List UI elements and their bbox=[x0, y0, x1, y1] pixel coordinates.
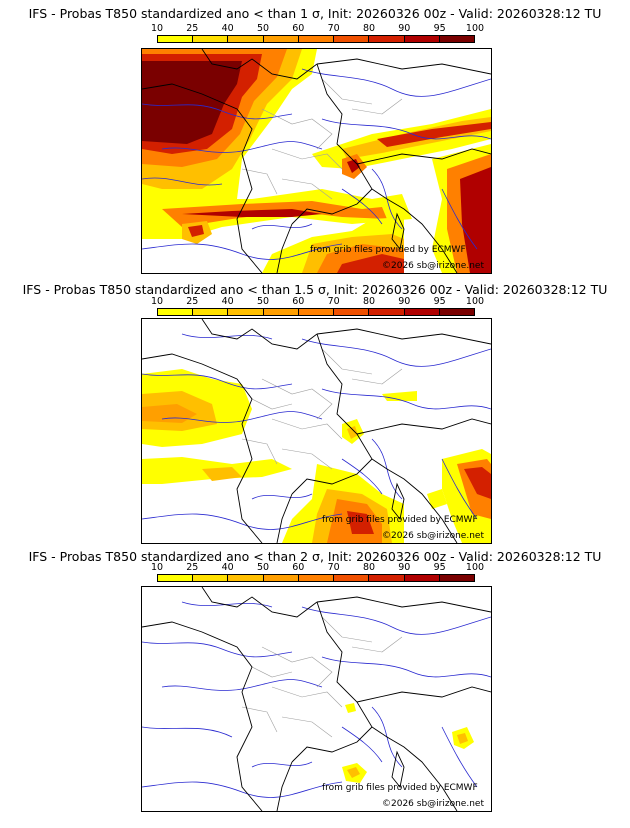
coastlines-and-borders bbox=[142, 49, 491, 273]
legend-tick: 40 bbox=[221, 562, 234, 573]
region-borders bbox=[241, 78, 403, 200]
panel-3: IFS - Probas T850 standardized ano < tha… bbox=[0, 546, 630, 828]
map-canvas bbox=[142, 49, 491, 273]
color-legend: 10 25 40 50 60 70 80 90 95 100 bbox=[151, 23, 484, 47]
copyright-credit: ©2026 sb@irizone.net bbox=[382, 531, 484, 541]
legend-swatch bbox=[439, 36, 474, 42]
probability-field bbox=[342, 703, 474, 783]
legend-tick: 60 bbox=[292, 23, 305, 34]
legend-tick: 95 bbox=[433, 23, 446, 34]
legend-tick: 80 bbox=[362, 296, 376, 307]
legend-tick: 100 bbox=[465, 23, 485, 34]
legend-tick: 90 bbox=[398, 23, 411, 34]
legend-swatch bbox=[228, 575, 264, 581]
legend-tick: 40 bbox=[221, 23, 234, 34]
panel-title: IFS - Probas T850 standardized ano < tha… bbox=[28, 549, 602, 564]
legend-tick: 25 bbox=[186, 296, 199, 307]
legend-swatch bbox=[158, 575, 194, 581]
probability-map: from grib files provided by ECMWF ©2026 … bbox=[141, 48, 492, 274]
panel-2: IFS - Probas T850 standardized ano < tha… bbox=[0, 276, 630, 546]
legend-swatch bbox=[193, 309, 229, 315]
legend-tick: 95 bbox=[433, 296, 446, 307]
legend-tick: 10 bbox=[150, 562, 164, 573]
legend-swatch bbox=[263, 36, 299, 42]
legend-swatch bbox=[298, 36, 335, 42]
legend-swatch bbox=[334, 309, 370, 315]
legend-swatch bbox=[334, 36, 370, 42]
legend-swatch bbox=[369, 36, 405, 42]
legend-swatch bbox=[439, 575, 474, 581]
region-borders bbox=[241, 348, 403, 470]
legend-tick: 50 bbox=[256, 23, 270, 34]
copyright-credit: ©2026 sb@irizone.net bbox=[382, 799, 484, 809]
legend-swatch bbox=[193, 36, 229, 42]
color-legend: 10 25 40 50 60 70 80 90 95 100 bbox=[151, 296, 484, 320]
rivers bbox=[142, 601, 491, 798]
probability-map: from grib files provided by ECMWF ©2026 … bbox=[141, 586, 492, 812]
legend-tick: 25 bbox=[186, 562, 199, 573]
region-borders bbox=[241, 616, 403, 738]
legend-swatch bbox=[298, 309, 335, 315]
panel-title: IFS - Probas T850 standardized ano < tha… bbox=[28, 6, 602, 21]
legend-swatch bbox=[158, 309, 194, 315]
color-legend: 10 25 40 50 60 70 80 90 95 100 bbox=[151, 562, 484, 586]
legend-swatch bbox=[298, 575, 335, 581]
legend-tick: 60 bbox=[292, 562, 305, 573]
coastlines-and-borders bbox=[142, 319, 491, 543]
data-source-credit: from grib files provided by ECMWF bbox=[322, 515, 478, 525]
legend-swatch bbox=[404, 575, 440, 581]
legend-tick: 80 bbox=[362, 23, 376, 34]
legend-swatch bbox=[263, 575, 299, 581]
legend-tick: 50 bbox=[256, 562, 270, 573]
panel-title: IFS - Probas T850 standardized ano < tha… bbox=[22, 282, 608, 297]
legend-tick: 25 bbox=[186, 23, 199, 34]
legend-tick: 100 bbox=[465, 562, 485, 573]
legend-tick: 70 bbox=[327, 23, 340, 34]
probability-field bbox=[142, 49, 491, 273]
legend-tick: 40 bbox=[221, 296, 234, 307]
legend-swatch bbox=[369, 309, 405, 315]
panel-1: IFS - Probas T850 standardized ano < tha… bbox=[0, 0, 630, 276]
legend-tick: 90 bbox=[398, 296, 411, 307]
legend-tick: 80 bbox=[362, 562, 376, 573]
data-source-credit: from grib files provided by ECMWF bbox=[322, 783, 478, 793]
legend-swatch bbox=[158, 36, 194, 42]
legend-tick: 100 bbox=[465, 296, 485, 307]
legend-swatch bbox=[263, 309, 299, 315]
legend-color-bar bbox=[157, 35, 475, 43]
legend-color-bar bbox=[157, 574, 475, 582]
legend-tick: 10 bbox=[150, 296, 164, 307]
legend-tick: 70 bbox=[327, 562, 340, 573]
legend-swatch bbox=[439, 309, 474, 315]
legend-color-bar bbox=[157, 308, 475, 316]
legend-tick: 50 bbox=[256, 296, 270, 307]
legend-swatch bbox=[228, 309, 264, 315]
rivers bbox=[142, 68, 491, 260]
legend-tick: 90 bbox=[398, 562, 411, 573]
legend-tick: 60 bbox=[292, 296, 305, 307]
probability-map: from grib files provided by ECMWF ©2026 … bbox=[141, 318, 492, 544]
legend-tick: 70 bbox=[327, 296, 340, 307]
map-canvas bbox=[142, 319, 491, 543]
legend-swatch bbox=[193, 575, 229, 581]
rivers bbox=[142, 333, 491, 530]
legend-swatch bbox=[404, 309, 440, 315]
data-source-credit: from grib files provided by ECMWF bbox=[310, 245, 466, 255]
legend-tick: 10 bbox=[150, 23, 164, 34]
legend-swatch bbox=[404, 36, 440, 42]
legend-tick: 95 bbox=[433, 562, 446, 573]
legend-swatch bbox=[228, 36, 264, 42]
coastlines-and-borders bbox=[142, 587, 491, 811]
legend-swatch bbox=[334, 575, 370, 581]
copyright-credit: ©2026 sb@irizone.net bbox=[382, 261, 484, 271]
map-canvas bbox=[142, 587, 491, 811]
probability-field bbox=[142, 369, 491, 543]
legend-swatch bbox=[369, 575, 405, 581]
